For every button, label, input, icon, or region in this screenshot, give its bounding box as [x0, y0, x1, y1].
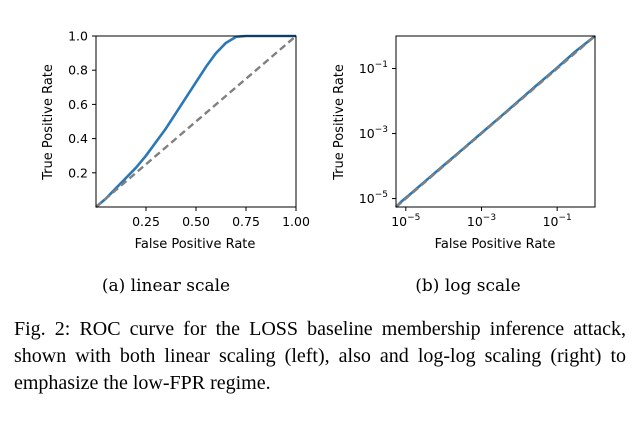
figure-caption: Fig. 2: ROC curve for the LOSS baseline …: [14, 318, 626, 394]
plot-area-linear: 0.25 0.50 0.75 1.00 0.2 0.4 0.6 0.8 1.0: [68, 29, 310, 230]
y-tick-label: 0.8: [68, 63, 88, 78]
random-baseline-line: [95, 35, 297, 208]
subcaption-log: (b) log scale: [415, 276, 520, 296]
x-tick-label: 0.25: [132, 214, 160, 229]
x-tick-label: 10−1: [543, 213, 572, 229]
panel-log: 10−5 10−3 10−1 10−5 10−3 10−1 True Positive R…: [332, 34, 596, 296]
xlabel-log: False Positive Rate: [435, 237, 556, 252]
xlabel-linear: False Positive Rate: [135, 237, 256, 252]
y-tick-label: 0.6: [68, 97, 88, 112]
y-tick-label: 10−5: [359, 190, 388, 206]
y-tick-label: 10−1: [359, 60, 388, 76]
ylabel-linear: True Positive Rate: [41, 64, 56, 181]
x-tick-label: 0.75: [232, 214, 260, 229]
ylabel-log: True Positive Rate: [332, 64, 347, 181]
axes-frame: [395, 35, 596, 208]
y-tick-label: 0.2: [68, 165, 88, 180]
x-tick-label: 10−3: [467, 213, 496, 229]
x-tick-label: 0.50: [182, 214, 210, 229]
figure: 0.25 0.50 0.75 1.00 0.2 0.4 0.6 0.8 1.0 True Pos…: [41, 29, 596, 297]
y-tick-label: 0.4: [68, 131, 88, 146]
panel-linear: 0.25 0.50 0.75 1.00 0.2 0.4 0.6 0.8 1.0 True Pos…: [41, 29, 310, 297]
y-tick-label: 1.0: [68, 29, 88, 44]
x-tick-label: 1.00: [282, 214, 310, 229]
x-tick-label: 10−5: [391, 213, 420, 229]
y-tick-label: 10−3: [359, 125, 388, 141]
plot-area-log: 10−5 10−3 10−1 10−5 10−3 10−1: [359, 34, 596, 229]
subcaption-linear: (a) linear scale: [102, 276, 230, 296]
